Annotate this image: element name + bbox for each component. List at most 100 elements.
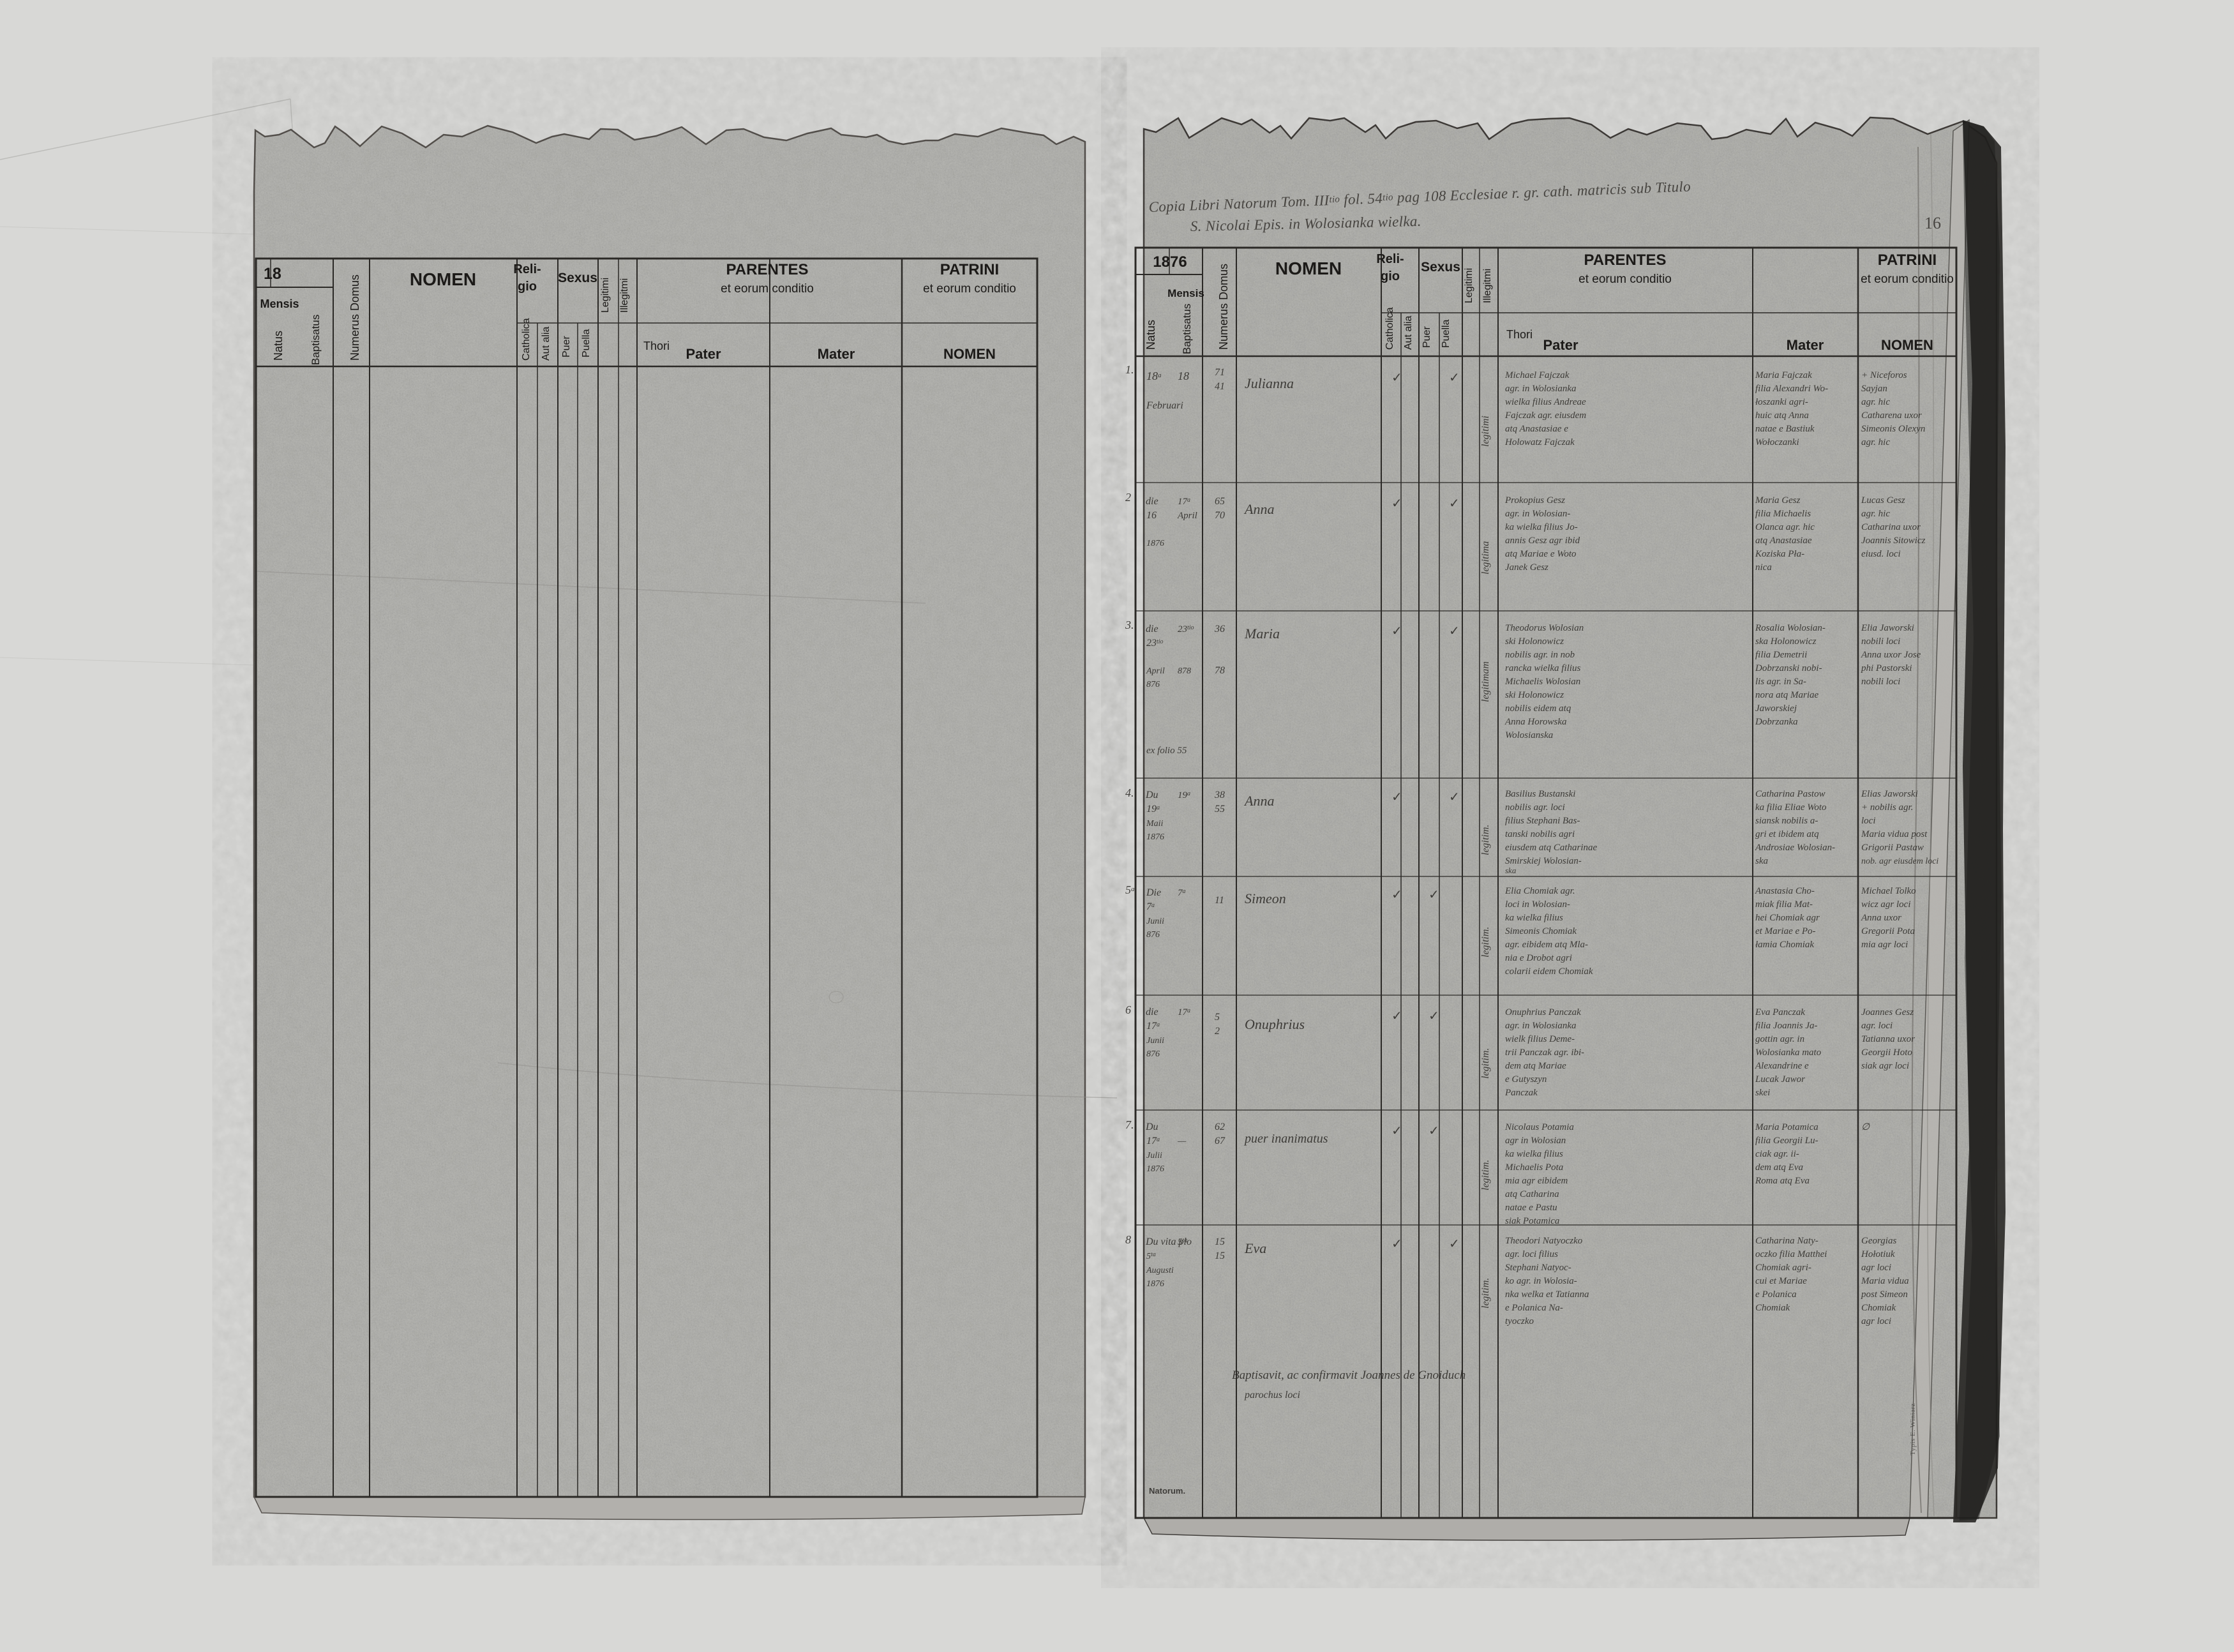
svg-text:Koziska Pła-: Koziska Pła- (1755, 549, 1804, 559)
svg-text:∅: ∅ (1861, 1122, 1870, 1132)
svg-text:Numerus Domus: Numerus Domus (349, 274, 361, 361)
svg-text:18: 18 (264, 265, 281, 283)
svg-text:Alexandrine e: Alexandrine e (1755, 1061, 1809, 1071)
svg-text:Michael Tolko: Michael Tolko (1861, 886, 1916, 896)
svg-text:✓: ✓ (1391, 1009, 1402, 1023)
svg-text:nobilis agr. loci: nobilis agr. loci (1505, 802, 1565, 813)
svg-text:April: April (1146, 666, 1165, 676)
svg-text:Theodori Natyoczko: Theodori Natyoczko (1505, 1236, 1583, 1246)
svg-text:die: die (1146, 624, 1158, 635)
svg-text:Panczak: Panczak (1504, 1088, 1538, 1098)
svg-text:70: 70 (1215, 510, 1225, 521)
svg-text:legitimam: legitimam (1480, 661, 1491, 702)
svg-text:wicz agr loci: wicz agr loci (1861, 899, 1911, 910)
svg-text:Natus: Natus (1144, 320, 1157, 350)
svg-text:Jaworskiej: Jaworskiej (1755, 703, 1797, 714)
svg-text:annis Gesz agr ibid: annis Gesz agr ibid (1505, 536, 1580, 546)
svg-text:eiusdem atq Catharinae: eiusdem atq Catharinae (1505, 843, 1597, 853)
svg-text:✓: ✓ (1428, 888, 1439, 902)
svg-text:Illegitmi: Illegitmi (619, 278, 630, 313)
svg-text:atq Catharina: atq Catharina (1505, 1189, 1559, 1199)
svg-text:Rosalia Wolosian-: Rosalia Wolosian- (1755, 623, 1825, 633)
svg-text:Catholica: Catholica (1384, 307, 1395, 350)
svg-text:Baptisatus: Baptisatus (310, 315, 322, 365)
svg-text:ska Holonowicz: ska Holonowicz (1755, 636, 1817, 647)
svg-text:✓: ✓ (1449, 497, 1460, 511)
svg-text:et Mariae e Po-: et Mariae e Po- (1755, 926, 1816, 936)
svg-text:et eorum conditio: et eorum conditio (1578, 273, 1672, 286)
svg-text:Natus: Natus (272, 331, 285, 361)
svg-text:876: 876 (1146, 680, 1160, 689)
svg-text:Olanca agr. hic: Olanca agr. hic (1755, 522, 1815, 532)
svg-text:Roma atq Eva: Roma atq Eva (1755, 1176, 1810, 1186)
svg-text:876: 876 (1146, 1049, 1160, 1059)
svg-text:filia Demetrii: filia Demetrii (1755, 650, 1807, 660)
svg-text:eiusd. loci: eiusd. loci (1861, 549, 1901, 559)
svg-text:Androsiae Wolosian-: Androsiae Wolosian- (1755, 843, 1835, 853)
svg-text:78: 78 (1215, 665, 1225, 676)
svg-text:nobili loci: nobili loci (1861, 636, 1900, 647)
svg-text:Theodorus Wolosian: Theodorus Wolosian (1505, 623, 1584, 633)
svg-text:trii Panczak agr. ibi-: trii Panczak agr. ibi- (1505, 1048, 1584, 1058)
svg-text:Basilius Bustanski: Basilius Bustanski (1505, 789, 1575, 799)
svg-text:NOMEN: NOMEN (1881, 337, 1933, 353)
svg-text:18: 18 (1178, 370, 1189, 382)
svg-text:Sexus: Sexus (558, 271, 597, 285)
svg-text:Julianna: Julianna (1245, 375, 1294, 391)
svg-text:Mater: Mater (818, 346, 855, 362)
svg-text:71: 71 (1215, 367, 1225, 378)
svg-text:✓: ✓ (1391, 888, 1402, 902)
svg-text:rancka wielka filius: rancka wielka filius (1505, 663, 1580, 673)
svg-text:Dobrzanka: Dobrzanka (1755, 717, 1798, 727)
svg-text:Puella: Puella (581, 329, 592, 357)
svg-text:Natorum.: Natorum. (1149, 1486, 1185, 1496)
svg-text:atq Mariae e Woto: atq Mariae e Woto (1505, 549, 1577, 559)
svg-text:Onuphrius: Onuphrius (1245, 1016, 1305, 1032)
svg-text:7.: 7. (1125, 1118, 1134, 1131)
svg-text:Baptisavit, ac confirmavit Joa: Baptisavit, ac confirmavit Joannes de Gn… (1232, 1369, 1466, 1382)
svg-text:✓: ✓ (1449, 624, 1460, 638)
svg-text:1876: 1876 (1146, 539, 1164, 548)
svg-text:✓: ✓ (1391, 624, 1402, 638)
svg-text:PARENTES: PARENTES (1584, 252, 1667, 269)
svg-text:Puella: Puella (1441, 319, 1451, 348)
svg-text:Michaelis Wolosian: Michaelis Wolosian (1504, 677, 1580, 687)
svg-text:Numerus Domus: Numerus Domus (1217, 264, 1230, 350)
svg-text:legitim.: legitim. (1480, 927, 1491, 957)
svg-text:agr. hic: agr. hic (1861, 437, 1890, 447)
svg-text:ski Holonowicz: ski Holonowicz (1505, 690, 1564, 700)
svg-text:15: 15 (1215, 1236, 1225, 1247)
svg-text:Puer: Puer (1421, 326, 1432, 348)
svg-text:Holowatz Fajczak: Holowatz Fajczak (1504, 437, 1575, 447)
svg-text:PARENTES: PARENTES (726, 261, 809, 278)
svg-text:✓: ✓ (1391, 371, 1402, 385)
svg-text:gri et ibidem atq: gri et ibidem atq (1755, 829, 1819, 839)
svg-text:Anna: Anna (1243, 501, 1274, 517)
svg-text:legitim.: legitim. (1480, 1048, 1491, 1079)
svg-text:Georgias: Georgias (1861, 1236, 1896, 1246)
svg-text:agr. in Wolosianka: agr. in Wolosianka (1505, 1021, 1577, 1031)
svg-text:Puer: Puer (561, 336, 572, 357)
svg-text:wielka filius Andreae: wielka filius Andreae (1505, 397, 1586, 407)
svg-text:Simeonis Olexyn: Simeonis Olexyn (1861, 424, 1925, 434)
svg-text:Aut alia: Aut alia (1403, 316, 1414, 350)
svg-text:Simeon: Simeon (1245, 890, 1286, 906)
svg-text:atq Anastasiae e: atq Anastasiae e (1505, 424, 1568, 434)
svg-text:✓: ✓ (1391, 1237, 1402, 1251)
svg-text:Illegitmi: Illegitmi (1482, 269, 1493, 303)
svg-text:post Simeon: post Simeon (1861, 1289, 1908, 1300)
svg-text:dem atq Eva: dem atq Eva (1755, 1162, 1803, 1173)
svg-text:✓: ✓ (1449, 371, 1460, 385)
svg-text:tyoczko: tyoczko (1505, 1316, 1534, 1326)
svg-text:Chomiak: Chomiak (1755, 1303, 1790, 1313)
svg-text:2: 2 (1125, 491, 1131, 504)
svg-text:agr. hic: agr. hic (1861, 509, 1890, 519)
svg-text:Elias Jaworski: Elias Jaworski (1861, 789, 1918, 799)
svg-text:Die: Die (1146, 887, 1161, 898)
svg-text:Joannis Sitowicz: Joannis Sitowicz (1861, 536, 1926, 546)
svg-text:Maria Gesz: Maria Gesz (1755, 495, 1801, 506)
svg-text:agr. in Wolosian-: agr. in Wolosian- (1505, 509, 1570, 519)
svg-text:loci in Wolosian-: loci in Wolosian- (1505, 899, 1570, 910)
svg-text:55: 55 (1215, 804, 1225, 815)
svg-text:Tatianna uxor: Tatianna uxor (1861, 1034, 1915, 1044)
